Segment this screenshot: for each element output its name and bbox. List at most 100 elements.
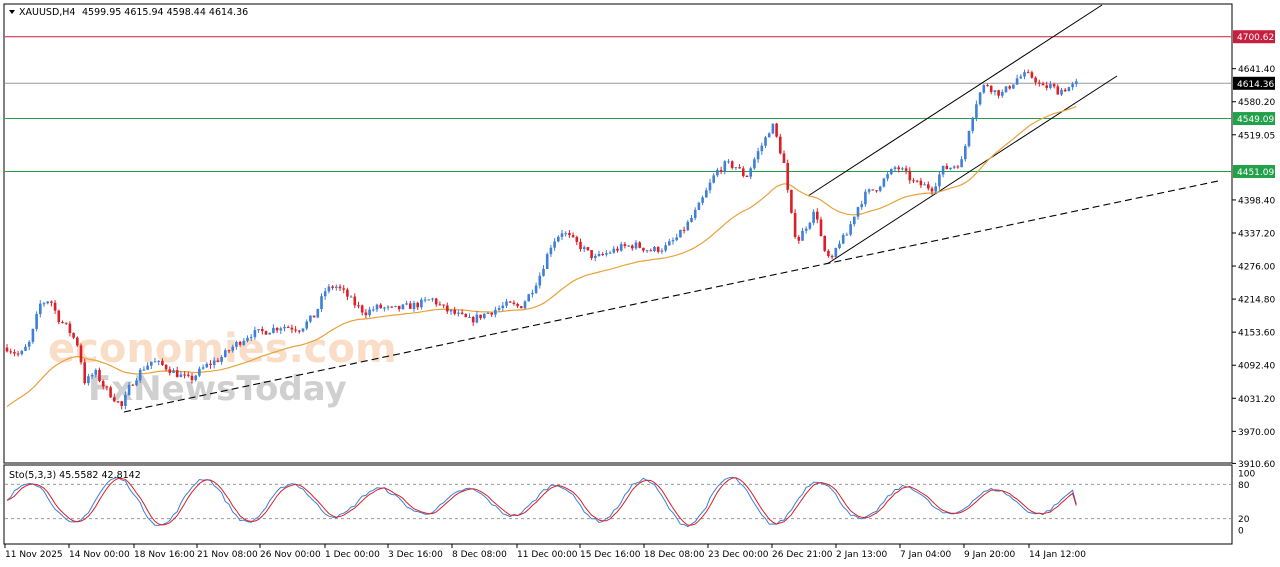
candle: [579, 238, 582, 252]
candle-body: [475, 314, 479, 323]
candle-body: [187, 374, 190, 376]
candle: [1067, 86, 1071, 92]
candle: [816, 208, 819, 224]
channel-lower-line[interactable]: [826, 75, 1118, 265]
candle-body: [512, 302, 516, 305]
candle: [978, 91, 982, 106]
level-value-resistance: 4700.62: [1237, 33, 1274, 43]
candle-body: [649, 250, 653, 252]
candle-body: [1019, 76, 1023, 79]
candle-body: [690, 217, 693, 222]
candle: [175, 366, 179, 378]
candle-body: [201, 367, 205, 369]
stochastic-tick-label: 80: [1238, 481, 1250, 491]
candle-body: [90, 374, 94, 377]
candle: [616, 246, 619, 253]
candle: [342, 285, 345, 294]
candle-body: [949, 167, 952, 170]
candle-body: [645, 250, 649, 252]
candle: [531, 289, 534, 298]
candle: [124, 391, 127, 410]
candle: [797, 234, 801, 244]
candle-body: [586, 247, 590, 251]
candle: [793, 209, 797, 239]
candles: [5, 69, 1078, 410]
candle-body: [631, 245, 634, 249]
candle: [993, 90, 997, 96]
dropdown-icon[interactable]: [9, 10, 15, 14]
candle: [656, 246, 660, 254]
trendlines: [123, 4, 1219, 413]
candle: [131, 383, 135, 386]
candle: [923, 181, 926, 186]
candle: [320, 293, 323, 312]
stochastic-tick-label: 0: [1238, 527, 1244, 537]
candle: [261, 326, 264, 335]
candle-body: [656, 247, 660, 252]
candle: [808, 221, 812, 231]
candle-body: [623, 244, 627, 247]
candle-body: [168, 369, 172, 373]
chart-header: XAUUSD,H4 4599.95 4615.94 4598.44 4614.3…: [9, 7, 248, 18]
candle: [734, 166, 738, 171]
candle-body: [927, 184, 930, 189]
candle: [201, 364, 205, 370]
candle-body: [904, 168, 908, 171]
time-tick-label: 8 Dec 08:00: [452, 550, 507, 560]
candle-body: [853, 216, 856, 225]
candle: [642, 247, 645, 253]
candle-body: [434, 298, 438, 305]
candle: [87, 373, 90, 386]
candle: [368, 306, 371, 318]
candle: [312, 315, 316, 318]
candle: [427, 299, 431, 301]
time-tick-label: 26 Dec 21:00: [772, 550, 833, 560]
candle-body: [353, 296, 357, 306]
candle-body: [523, 301, 527, 309]
candle: [727, 159, 730, 164]
candle-body: [120, 401, 123, 406]
candle: [305, 319, 308, 331]
candle-body: [320, 296, 323, 310]
candle: [982, 84, 986, 95]
candle: [608, 250, 612, 254]
candle-body: [1012, 84, 1015, 89]
candle-body: [305, 321, 308, 329]
time-tick-label: 11 Dec 00:00: [517, 550, 578, 560]
channel-upper-line[interactable]: [807, 4, 1103, 197]
candle: [264, 330, 268, 335]
candle-body: [1041, 83, 1045, 86]
candle: [545, 252, 549, 270]
candle-body: [427, 299, 431, 301]
candle-body: [50, 301, 53, 303]
level-value-support-2: 4451.09: [1237, 168, 1274, 178]
candle: [383, 306, 386, 312]
candle-body: [745, 176, 749, 178]
candle: [860, 200, 863, 210]
candle: [5, 344, 9, 353]
candle-body: [457, 312, 460, 314]
candle-body: [890, 169, 893, 175]
candle: [601, 252, 604, 257]
candle: [867, 188, 871, 195]
horizontal-levels: 4700.62 4614.36 4549.09 4451.09: [5, 30, 1275, 178]
candle-body: [867, 189, 871, 192]
candle-body: [442, 304, 445, 306]
price-tick-label: 4276.00: [1238, 263, 1275, 273]
candle: [627, 244, 630, 247]
candle: [190, 373, 194, 384]
candle-body: [27, 341, 31, 347]
candle-body: [46, 301, 49, 304]
candle: [242, 338, 246, 346]
candle-body: [357, 305, 360, 307]
candle-body: [993, 90, 997, 92]
candle-body: [105, 386, 109, 388]
candle: [146, 362, 149, 371]
candle-body: [1049, 84, 1052, 88]
candle: [90, 373, 94, 379]
candle: [634, 240, 638, 250]
candle-body: [871, 189, 875, 191]
candle: [471, 315, 475, 326]
candle: [908, 167, 912, 184]
